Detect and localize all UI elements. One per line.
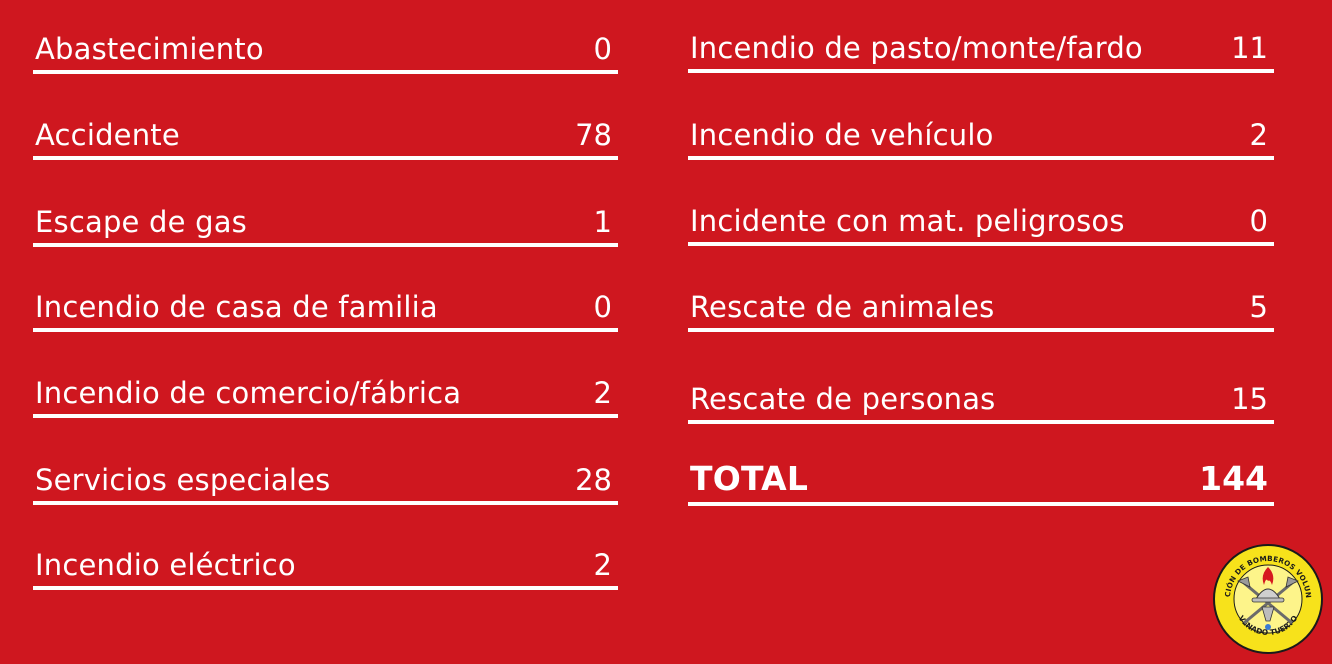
item-value: 2 — [593, 376, 612, 410]
item-label: Escape de gas — [35, 205, 247, 239]
item-label: Incendio de comercio/fábrica — [35, 376, 462, 410]
list-item-abastecimiento: Abastecimiento 0 — [33, 30, 618, 74]
list-item-incendio-comercio-fabrica: Incendio de comercio/fábrica 2 — [33, 374, 618, 418]
item-label: Rescate de personas — [690, 382, 996, 416]
item-value: 5 — [1249, 290, 1268, 324]
item-label: Servicios especiales — [35, 463, 331, 497]
item-label: Incendio de vehículo — [690, 118, 994, 152]
item-value: 15 — [1231, 382, 1268, 416]
item-value: 2 — [593, 548, 612, 582]
total-row: TOTAL 144 — [688, 459, 1274, 506]
item-value: 0 — [593, 290, 612, 324]
list-item-incendio-pasto-monte-fardo: Incendio de pasto/monte/fardo 11 — [688, 29, 1274, 73]
list-item-rescate-animales: Rescate de animales 5 — [688, 288, 1274, 332]
item-label: Rescate de animales — [690, 290, 995, 324]
item-label: Incendio eléctrico — [35, 548, 296, 582]
item-label: Incidente con mat. peligrosos — [690, 204, 1125, 238]
item-value: 0 — [1249, 204, 1268, 238]
list-item-incendio-electrico: Incendio eléctrico 2 — [33, 546, 618, 590]
item-label: Incendio de pasto/monte/fardo — [690, 31, 1143, 65]
list-item-incendio-vehiculo: Incendio de vehículo 2 — [688, 116, 1274, 160]
item-value: 78 — [575, 118, 612, 152]
item-value: 11 — [1231, 31, 1268, 65]
list-item-incendio-casa-familia: Incendio de casa de familia 0 — [33, 288, 618, 332]
total-value: 144 — [1199, 459, 1268, 498]
bomberos-logo-icon: ASOCIACIÓN DE BOMBEROS VOLUNTARIOS VENAD… — [1212, 543, 1323, 654]
list-item-servicios-especiales: Servicios especiales 28 — [33, 461, 618, 505]
item-value: 0 — [593, 32, 612, 66]
item-label: Abastecimiento — [35, 32, 264, 66]
item-label: Incendio de casa de familia — [35, 290, 438, 324]
list-item-escape-de-gas: Escape de gas 1 — [33, 203, 618, 247]
item-value: 28 — [575, 463, 612, 497]
list-item-rescate-personas: Rescate de personas 15 — [688, 380, 1274, 424]
total-label: TOTAL — [690, 459, 809, 498]
list-item-incidente-mat-peligrosos: Incidente con mat. peligrosos 0 — [688, 202, 1274, 246]
item-value: 1 — [593, 205, 612, 239]
item-value: 2 — [1249, 118, 1268, 152]
list-item-accidente: Accidente 78 — [33, 116, 618, 160]
item-label: Accidente — [35, 118, 180, 152]
